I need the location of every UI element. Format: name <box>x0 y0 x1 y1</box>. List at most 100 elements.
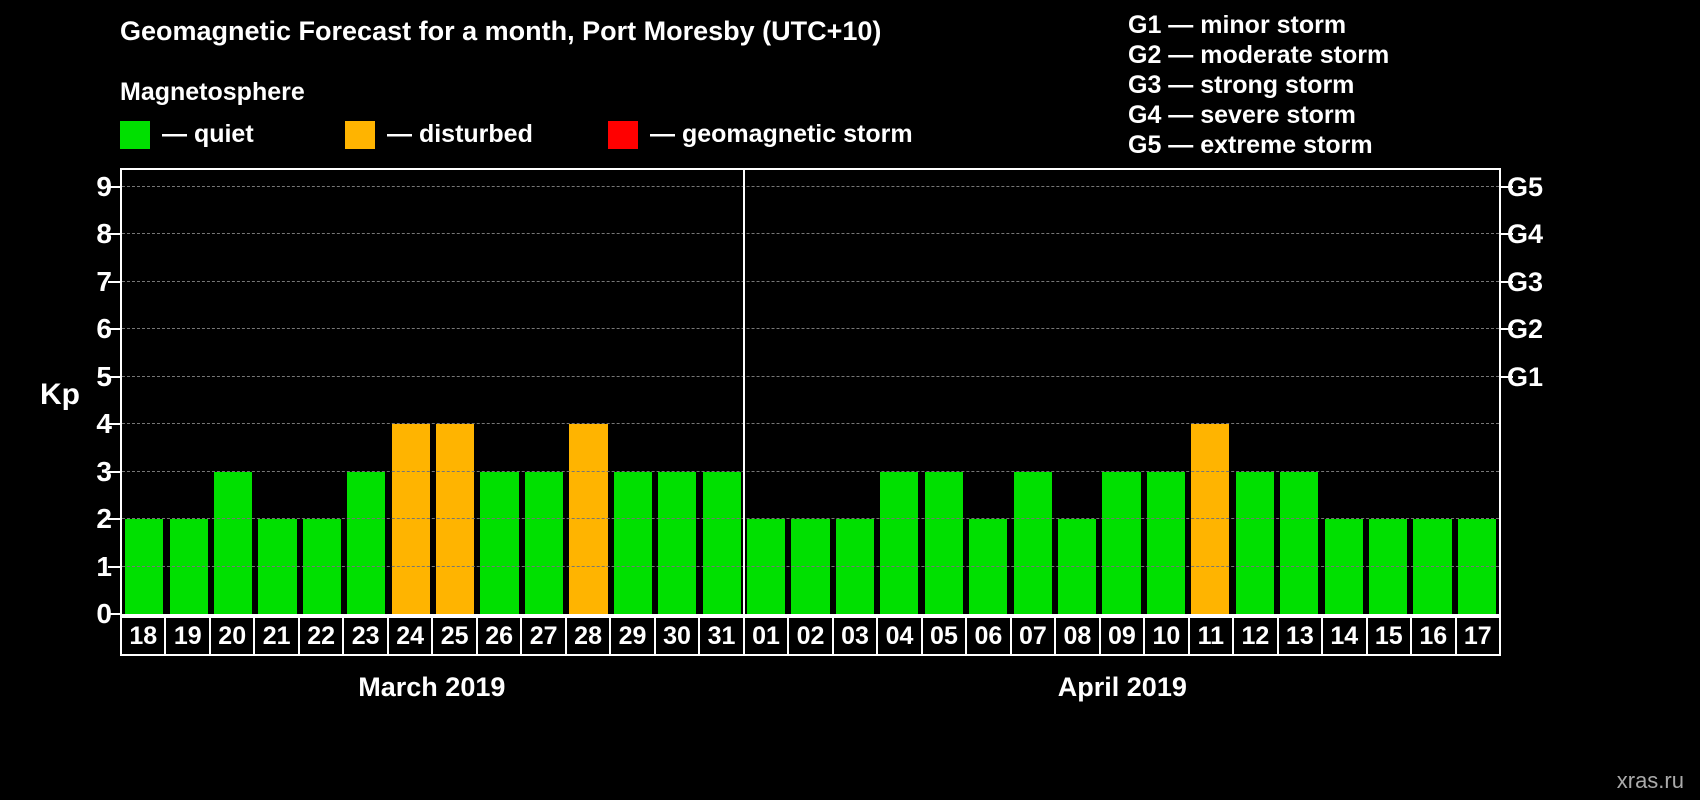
kp-bar <box>524 471 564 614</box>
bar-slot <box>566 170 610 614</box>
y-tick-label: 8 <box>96 218 112 250</box>
kp-bar <box>1280 471 1319 614</box>
y-tick-label: 5 <box>96 360 112 392</box>
bar-slot <box>877 170 921 614</box>
storm-color-swatch <box>608 120 638 149</box>
day-label: 29 <box>609 616 656 656</box>
day-label: 03 <box>831 616 879 656</box>
y-tick-label: 3 <box>96 455 112 487</box>
y-tick-label: 4 <box>96 408 112 440</box>
g-axis-tick <box>1501 375 1513 378</box>
day-label: 15 <box>1365 616 1413 656</box>
bars-layer <box>122 170 1499 614</box>
g-scale-label: G5 <box>1507 171 1544 202</box>
disturbed-color-swatch <box>345 120 375 149</box>
kp-bar <box>1013 471 1052 614</box>
kp-bar <box>1235 471 1274 614</box>
day-label: 13 <box>1276 616 1324 656</box>
bar-slot <box>966 170 1010 614</box>
chart-plot-area: 0 1 2 3 4 5 6 7 8 9 G1 G2 G3 G4 G5 <box>96 168 1543 629</box>
kp-bar <box>880 471 919 614</box>
day-axis: 18 19 20 21 22 23 24 25 26 27 28 29 30 31 01 02 03 04 05 06… <box>120 616 1502 656</box>
bar-slot <box>1188 170 1232 614</box>
day-label: 27 <box>520 616 567 656</box>
day-label: 24 <box>386 616 434 656</box>
day-label: 21 <box>253 616 300 656</box>
g-axis-tick <box>1501 233 1513 236</box>
bar-slot <box>1410 170 1454 614</box>
gridline <box>122 423 1499 425</box>
quiet-color-swatch <box>120 120 150 149</box>
kp-bar <box>1413 519 1452 614</box>
kp-bar <box>969 519 1008 614</box>
bar-slot <box>255 170 299 614</box>
month-axis: March 2019 April 2019 <box>120 672 1501 703</box>
kp-bar <box>436 424 475 614</box>
bar-slot <box>1321 170 1365 614</box>
chart-subtitle: Magnetosphere <box>120 78 305 106</box>
g-scale-label: G4 <box>1507 219 1544 250</box>
bar-slot <box>522 170 566 614</box>
day-label: 26 <box>475 616 523 656</box>
kp-bar <box>924 471 963 614</box>
bar-slot <box>744 170 788 614</box>
g-legend-line: G4 — severe storm <box>1128 101 1356 129</box>
day-label: 20 <box>208 616 256 656</box>
day-label: 06 <box>965 616 1012 656</box>
day-label: 09 <box>1098 616 1146 656</box>
y-axis-title: Kp <box>40 378 80 411</box>
y-axis-tick <box>108 565 120 568</box>
gridline <box>122 328 1499 330</box>
bar-slot <box>211 170 255 614</box>
bar-slot <box>344 170 388 614</box>
gridline <box>122 518 1499 520</box>
bar-slot <box>1055 170 1099 614</box>
bar-slot <box>1233 170 1277 614</box>
day-label: 10 <box>1143 616 1190 656</box>
legend-item-quiet: — quiet <box>120 120 254 149</box>
gridline <box>122 185 1499 187</box>
kp-bar <box>125 519 164 614</box>
g-axis-tick <box>1501 280 1513 283</box>
y-axis-tick <box>108 518 120 521</box>
month-label: March 2019 <box>358 672 506 702</box>
bar-slot <box>1144 170 1188 614</box>
kp-bar <box>791 519 830 614</box>
y-tick-label: 2 <box>96 503 112 535</box>
day-label: 01 <box>742 616 790 656</box>
bar-slot <box>1277 170 1321 614</box>
y-axis-tick <box>108 613 120 615</box>
g-legend-line: G3 — strong storm <box>1128 71 1355 99</box>
day-label: 17 <box>1454 616 1502 656</box>
bar-slot <box>166 170 210 614</box>
kp-bar <box>835 519 875 614</box>
day-label: 30 <box>653 616 701 656</box>
month-divider <box>742 170 745 614</box>
y-tick-label: 0 <box>96 598 112 629</box>
watermark: xras.ru <box>1616 768 1684 793</box>
day-label: 14 <box>1321 616 1368 656</box>
kp-bar <box>391 424 430 614</box>
day-label: 07 <box>1009 616 1057 656</box>
day-label: 11 <box>1187 616 1235 656</box>
bar-slot <box>433 170 477 614</box>
y-tick-label: 6 <box>96 313 112 345</box>
g-axis-tick <box>1501 185 1513 188</box>
kp-bar <box>569 424 608 614</box>
bar-slot <box>1010 170 1054 614</box>
kp-bar <box>1457 519 1496 614</box>
g-scale-legend: G1 — minor storm G2 — moderate storm G3 … <box>1128 10 1389 160</box>
legend-label: — geomagnetic storm <box>650 120 913 148</box>
day-label: 18 <box>120 616 167 656</box>
y-axis-tick <box>108 233 120 236</box>
y-axis-tick <box>108 328 120 331</box>
g-scale-label: G3 <box>1507 266 1544 297</box>
day-label: 22 <box>297 616 345 656</box>
day-label: 12 <box>1232 616 1279 656</box>
day-label: 04 <box>876 616 923 656</box>
day-label: 23 <box>342 616 389 656</box>
kp-bar <box>480 471 519 614</box>
g-scale-label: G2 <box>1507 314 1544 345</box>
y-axis-tick <box>108 185 120 188</box>
